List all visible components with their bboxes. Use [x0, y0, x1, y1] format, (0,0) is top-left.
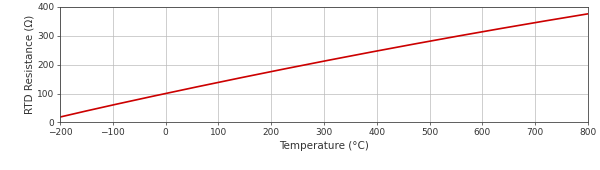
- Y-axis label: RTD Resistance (Ω): RTD Resistance (Ω): [25, 15, 34, 114]
- X-axis label: Temperature (°C): Temperature (°C): [279, 141, 369, 151]
